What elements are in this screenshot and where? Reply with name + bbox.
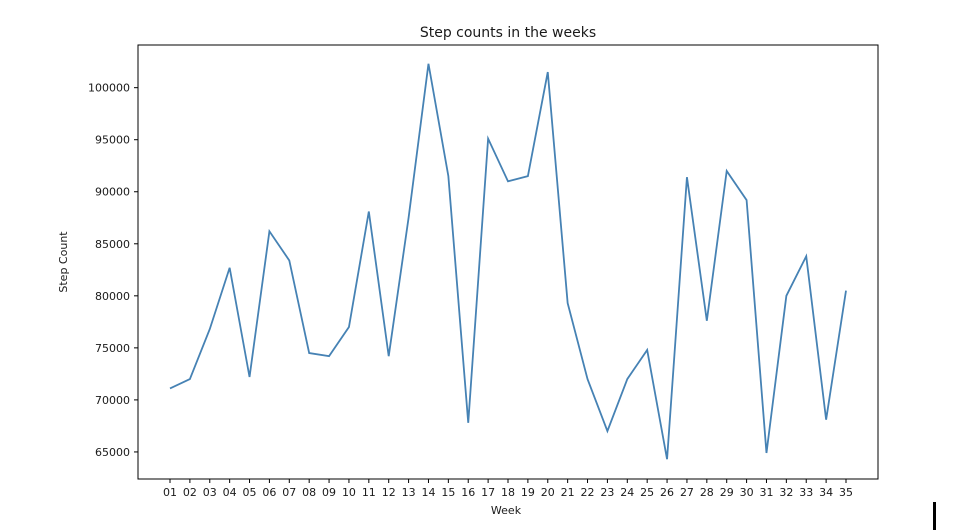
- y-axis-label: Step Count: [57, 231, 70, 293]
- x-tick-label: 33: [799, 486, 813, 499]
- x-tick-label: 11: [362, 486, 376, 499]
- x-tick-label: 17: [481, 486, 495, 499]
- x-tick-label: 23: [600, 486, 614, 499]
- x-axis: 01 02 03 04 05 06 07 08 09 10 11 12 13 14 15 16 17 18 19 20…: [163, 479, 853, 499]
- series-line: [169, 63, 847, 460]
- x-tick-label: 08: [302, 486, 316, 499]
- x-tick-label: 05: [243, 486, 257, 499]
- x-tick-label: 06: [262, 486, 276, 499]
- chart-title: Step counts in the weeks: [420, 25, 596, 41]
- x-tick-label: 16: [461, 486, 475, 499]
- x-tick-label: 14: [421, 486, 435, 499]
- x-tick-label: 35: [839, 486, 853, 499]
- y-tick-label: 100000: [88, 82, 130, 95]
- x-tick-label: 30: [740, 486, 754, 499]
- x-tick-label: 15: [441, 486, 455, 499]
- x-tick-label: 12: [382, 486, 396, 499]
- x-tick-label: 03: [203, 486, 217, 499]
- y-axis: 65000 70000 75000 80000 85000 90000 95000 10000…: [88, 82, 138, 459]
- x-tick-label: 34: [819, 486, 833, 499]
- x-tick-label: 07: [282, 486, 296, 499]
- x-tick-label: 20: [541, 486, 555, 499]
- series-layer: [169, 63, 847, 460]
- x-tick-label: 24: [620, 486, 634, 499]
- x-tick-label: 19: [521, 486, 535, 499]
- x-tick-label: 26: [660, 486, 674, 499]
- x-tick-label: 18: [501, 486, 515, 499]
- y-tick-label: 85000: [95, 238, 130, 251]
- x-tick-label: 27: [680, 486, 694, 499]
- x-tick-label: 10: [342, 486, 356, 499]
- x-tick-label: 29: [720, 486, 734, 499]
- x-tick-label: 02: [183, 486, 197, 499]
- x-tick-label: 32: [779, 486, 793, 499]
- y-tick-label: 95000: [95, 134, 130, 147]
- x-tick-label: 22: [581, 486, 595, 499]
- x-tick-label: 25: [640, 486, 654, 499]
- x-tick-label: 01: [163, 486, 177, 499]
- x-tick-label: 09: [322, 486, 336, 499]
- y-tick-label: 70000: [95, 394, 130, 407]
- x-tick-label: 31: [759, 486, 773, 499]
- text-cursor-bar: [933, 502, 936, 530]
- y-tick-label: 80000: [95, 290, 130, 303]
- y-tick-label: 90000: [95, 186, 130, 199]
- x-tick-label: 13: [402, 486, 416, 499]
- x-tick-label: 04: [223, 486, 237, 499]
- x-tick-label: 21: [561, 486, 575, 499]
- x-axis-label: Week: [491, 504, 522, 517]
- plot-frame: [137, 44, 879, 480]
- y-tick-label: 65000: [95, 446, 130, 459]
- y-tick-label: 75000: [95, 342, 130, 355]
- x-tick-label: 28: [700, 486, 714, 499]
